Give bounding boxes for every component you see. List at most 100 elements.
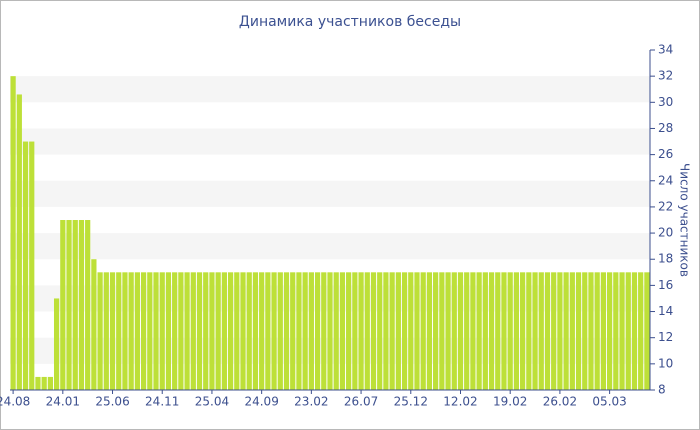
bar bbox=[569, 272, 575, 390]
x-tick-label: 24.01 bbox=[46, 395, 80, 409]
x-tick-label: 24.11 bbox=[145, 395, 179, 409]
bar bbox=[22, 141, 29, 390]
y-tick-label: 10 bbox=[658, 356, 673, 370]
y-tick-label: 12 bbox=[658, 330, 673, 344]
bar bbox=[60, 220, 66, 390]
y-tick-label: 30 bbox=[658, 95, 673, 109]
bar bbox=[551, 272, 557, 390]
y-tick-label: 22 bbox=[658, 199, 673, 213]
y-tick-label: 20 bbox=[658, 226, 673, 240]
bar bbox=[296, 272, 302, 390]
bar bbox=[370, 272, 377, 390]
bar bbox=[314, 272, 321, 390]
bar bbox=[594, 272, 600, 390]
bar bbox=[507, 272, 513, 390]
bar bbox=[582, 272, 588, 390]
bar bbox=[327, 272, 333, 390]
bar bbox=[383, 272, 389, 390]
bar bbox=[377, 272, 383, 390]
bar bbox=[408, 272, 414, 390]
bar bbox=[290, 272, 296, 390]
bar bbox=[544, 272, 551, 390]
x-tick-label: 26.07 bbox=[344, 395, 378, 409]
bar bbox=[209, 272, 215, 390]
x-tick-label: 19.02 bbox=[493, 395, 527, 409]
bar bbox=[29, 141, 35, 390]
y-tick-label: 28 bbox=[658, 121, 673, 135]
bar bbox=[631, 272, 638, 390]
bar bbox=[488, 272, 495, 390]
bar bbox=[53, 298, 60, 390]
bar bbox=[464, 272, 470, 390]
bar bbox=[277, 272, 283, 390]
bar bbox=[575, 272, 582, 390]
bar bbox=[227, 272, 234, 390]
bar bbox=[140, 272, 147, 390]
bar bbox=[321, 272, 327, 390]
bar bbox=[308, 272, 314, 390]
bar bbox=[414, 272, 420, 390]
y-tick-label: 24 bbox=[658, 173, 673, 187]
bar bbox=[184, 272, 190, 390]
bar bbox=[10, 76, 16, 391]
bar bbox=[41, 376, 47, 390]
bar bbox=[153, 272, 159, 390]
bar bbox=[339, 272, 346, 390]
bar bbox=[240, 272, 246, 390]
bar bbox=[588, 272, 594, 390]
bar bbox=[159, 272, 165, 390]
y-tick-label: 26 bbox=[658, 147, 673, 161]
x-tick-label: 23.02 bbox=[294, 395, 328, 409]
x-tick-label: 24.08 bbox=[0, 395, 30, 409]
grid-band bbox=[10, 76, 650, 103]
x-tick-label: 12.02 bbox=[443, 395, 477, 409]
bar bbox=[476, 272, 482, 390]
bar bbox=[16, 94, 22, 390]
bar bbox=[607, 272, 613, 390]
y-tick-label: 14 bbox=[658, 304, 673, 318]
bar bbox=[116, 272, 122, 390]
bar bbox=[78, 220, 85, 390]
bar bbox=[401, 272, 408, 390]
y-tick-label: 18 bbox=[658, 252, 673, 266]
y-tick-label: 16 bbox=[658, 278, 673, 292]
bar bbox=[501, 272, 507, 390]
bar bbox=[470, 272, 476, 390]
bar bbox=[283, 272, 290, 390]
bar bbox=[109, 272, 116, 390]
bar bbox=[134, 272, 140, 390]
bar bbox=[147, 272, 153, 390]
bar bbox=[358, 272, 364, 390]
bar bbox=[91, 259, 97, 390]
bar bbox=[389, 272, 395, 390]
bar bbox=[346, 272, 352, 390]
bar bbox=[457, 272, 464, 390]
bar bbox=[72, 220, 78, 390]
bar bbox=[395, 272, 401, 390]
bar bbox=[196, 272, 203, 390]
bar bbox=[47, 376, 53, 390]
y-tick-label: 32 bbox=[658, 69, 673, 83]
bar bbox=[35, 376, 41, 390]
bar bbox=[215, 272, 221, 390]
bar bbox=[103, 272, 109, 390]
bar bbox=[203, 272, 209, 390]
bar bbox=[265, 272, 271, 390]
x-tick-label: 24.09 bbox=[244, 395, 278, 409]
bar bbox=[333, 272, 339, 390]
bar bbox=[638, 272, 644, 390]
bar bbox=[538, 272, 544, 390]
bar bbox=[613, 272, 619, 390]
bar bbox=[66, 220, 72, 390]
bar bbox=[271, 272, 277, 390]
bar bbox=[122, 272, 128, 390]
bar bbox=[420, 272, 426, 390]
bar bbox=[526, 272, 532, 390]
bar bbox=[97, 272, 103, 390]
bar bbox=[563, 272, 569, 390]
bar bbox=[85, 220, 91, 390]
bar bbox=[221, 272, 227, 390]
chart-title: Динамика участников беседы bbox=[239, 14, 461, 30]
bar bbox=[513, 272, 520, 390]
